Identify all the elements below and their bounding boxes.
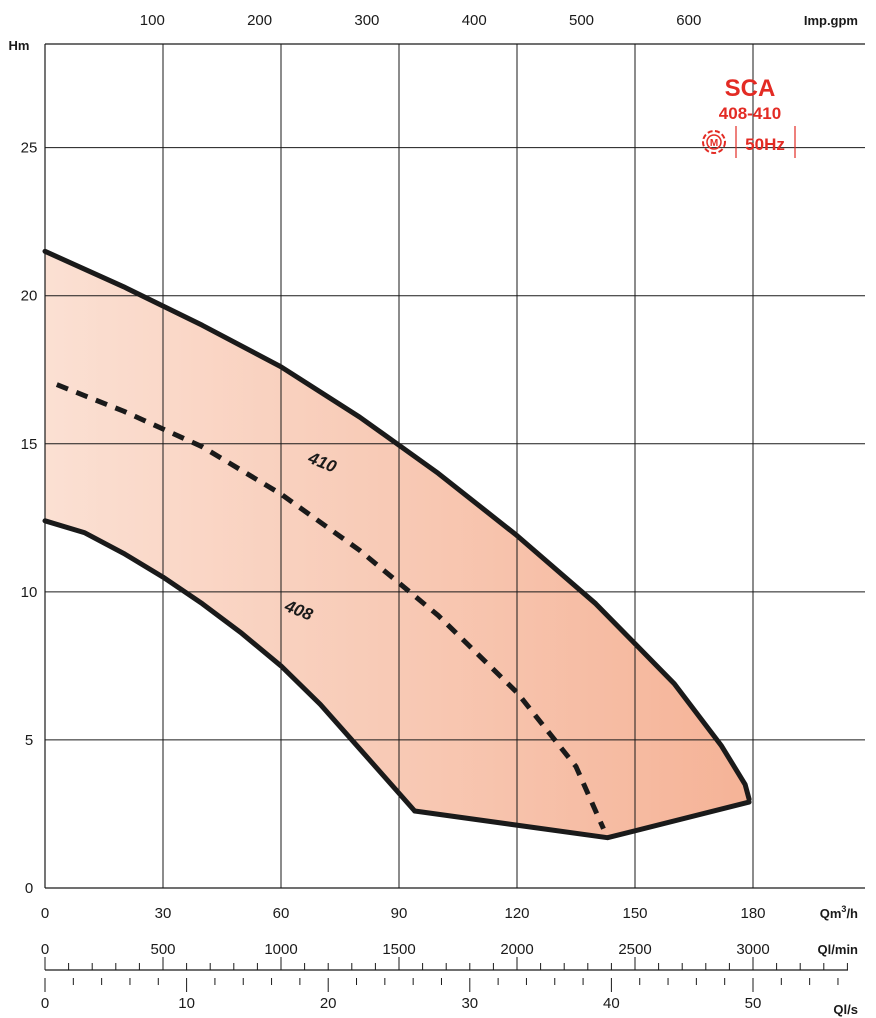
top-axis-unit: Imp.gpm (804, 13, 858, 28)
top-tick-label: 600 (676, 12, 701, 29)
lps-tick-label: 50 (745, 995, 762, 1012)
lpm-tick-label: 1000 (264, 941, 297, 958)
x-axis-unit: Qm3/h (820, 904, 858, 921)
brand-frequency: 50Hz (745, 135, 785, 154)
motor-icon: M (702, 130, 726, 154)
x-tick-label: 60 (273, 905, 290, 922)
y-tick-label: 0 (25, 880, 33, 897)
x-tick-label: 150 (622, 905, 647, 922)
lps-tick-label: 30 (461, 995, 478, 1012)
x-tick-label: 0 (41, 905, 49, 922)
brand-models: 408-410 (719, 104, 781, 123)
brand-name: SCA (725, 75, 776, 102)
y-tick-label: 20 (21, 288, 38, 305)
lps-axis-unit: Ql/s (833, 1002, 858, 1017)
y-tick-label: 5 (25, 732, 33, 749)
lpm-tick-label: 2500 (618, 941, 651, 958)
x-tick-label: 180 (740, 905, 765, 922)
motor-symbol: M (710, 138, 718, 149)
lpm-tick-label: 3000 (736, 941, 769, 958)
top-tick-label: 200 (247, 12, 272, 29)
y-tick-label: 10 (21, 584, 38, 601)
y-tick-label: 15 (21, 436, 38, 453)
y-tick-label: 25 (21, 140, 38, 157)
top-tick-label: 100 (140, 12, 165, 29)
operating-band (45, 251, 750, 838)
top-tick-label: 300 (354, 12, 379, 29)
lps-tick-label: 40 (603, 995, 620, 1012)
x-tick-label: 120 (504, 905, 529, 922)
top-tick-label: 500 (569, 12, 594, 29)
lpm-tick-label: 2000 (500, 941, 533, 958)
x-tick-label: 90 (391, 905, 408, 922)
curve-3 (412, 799, 752, 841)
y-axis-unit: Hm (9, 38, 30, 53)
curve-408 (42, 518, 418, 814)
lpm-axis-unit: Ql/min (818, 942, 859, 957)
x-tick-label: 30 (155, 905, 172, 922)
lps-tick-label: 10 (178, 995, 195, 1012)
lpm-tick-label: 0 (41, 941, 49, 958)
top-tick-label: 400 (462, 12, 487, 29)
curve-410 (42, 248, 752, 802)
lps-tick-label: 20 (320, 995, 337, 1012)
lps-tick-label: 0 (41, 995, 49, 1012)
curve-1 (55, 382, 606, 830)
brand-badge: SCA 408-410 M 50Hz (702, 75, 796, 158)
lpm-tick-label: 500 (150, 941, 175, 958)
lpm-tick-label: 1500 (382, 941, 415, 958)
